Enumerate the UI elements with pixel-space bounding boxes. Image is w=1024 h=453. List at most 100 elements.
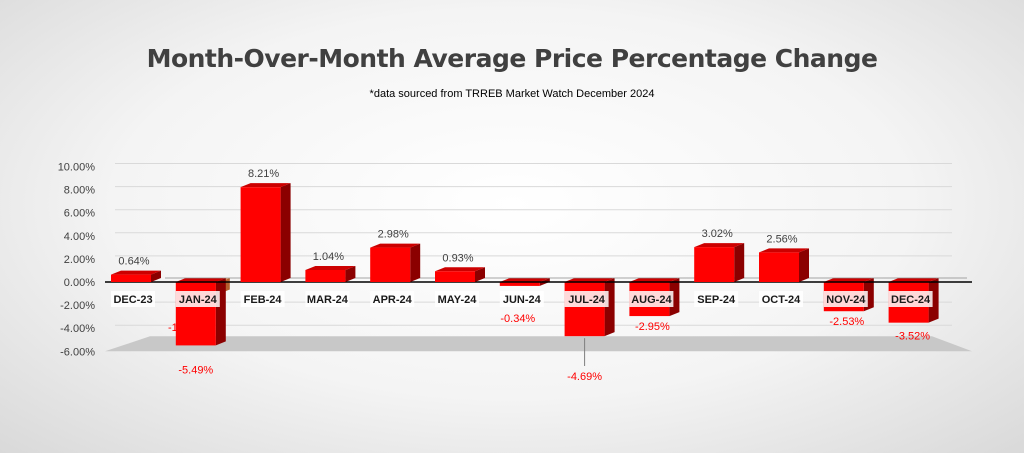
category-label: JUL-24 <box>568 294 606 306</box>
bar-side <box>151 270 161 282</box>
bars-above-axis <box>111 183 809 282</box>
category-label: DEC-23 <box>113 294 152 306</box>
chart-title: Month-Over-Month Average Price Percentag… <box>146 44 878 73</box>
data-label: -2.53% <box>829 316 864 328</box>
category-label-bg <box>823 291 868 307</box>
bar-top <box>759 248 809 253</box>
chart-subtitle: *data sourced from TRREB Market Watch De… <box>369 88 655 100</box>
category-label: APR-24 <box>373 294 413 306</box>
chart-floor <box>105 336 972 352</box>
data-label: 2.56% <box>766 233 797 245</box>
data-labels: 0.64% -5.49% 8.21% 1.04% 2.98% 0.93% -0.34% -4.… <box>118 168 930 383</box>
data-bar <box>564 278 615 337</box>
category-label: FEB-24 <box>244 294 283 306</box>
y-axis-tick-labels: 10.00% 8.00% 6.00% 4.00% 2.00% 0.00% -2.00% -4.… <box>58 162 96 359</box>
data-label: -0.34% <box>500 313 535 325</box>
bar-front <box>499 282 540 286</box>
data-bar <box>175 278 226 346</box>
bar-side <box>410 243 421 282</box>
category-label-bg <box>111 291 155 307</box>
bars-below-axis <box>175 278 939 346</box>
category-label: OCT-24 <box>762 294 801 306</box>
y-tick-label: 10.00% <box>58 162 96 174</box>
bar-top <box>499 278 550 282</box>
category-label-bg <box>694 291 739 307</box>
bar-side <box>345 265 356 282</box>
y-tick-label: -4.00% <box>60 323 95 335</box>
y-tick-label: 8.00% <box>64 185 95 197</box>
y-tick-label: -6.00% <box>60 346 95 358</box>
bar-front <box>435 271 475 282</box>
data-bar <box>759 248 809 282</box>
data-bar <box>240 183 291 282</box>
bar-front <box>370 247 411 282</box>
chart-floor-plane <box>105 336 972 352</box>
category-label-bg <box>305 291 350 307</box>
y-tick-label: 4.00% <box>64 231 95 243</box>
category-label-bg <box>499 291 544 307</box>
data-bar <box>111 270 161 282</box>
x-axis-category-labels: DEC-23 JAN-24 FEB-24 MAR-24 APR-24 MAY-24 JUN-… <box>111 291 933 307</box>
bar-top <box>888 278 939 282</box>
bar-side <box>734 243 745 282</box>
category-label-bg <box>435 291 479 307</box>
bar-side <box>280 183 291 282</box>
bar-front <box>564 282 605 337</box>
bar-top <box>370 243 421 248</box>
category-label: NOV-24 <box>826 294 866 306</box>
bar-top <box>629 278 680 282</box>
bar-side <box>799 248 809 282</box>
data-label: 2.98% <box>378 229 409 241</box>
data-label: -5.49% <box>178 364 213 376</box>
data-label: -2.95% <box>635 321 670 333</box>
category-label: MAR-24 <box>307 294 349 306</box>
y-tick-label: 2.00% <box>64 254 95 266</box>
data-label: -3.52% <box>895 331 930 343</box>
category-label-bg <box>564 291 609 307</box>
category-label-bg <box>888 291 933 307</box>
bar-side <box>928 278 939 323</box>
bar-front <box>305 269 346 282</box>
category-label: JAN-24 <box>179 294 218 306</box>
bar-top <box>435 267 485 272</box>
category-label: DEC-24 <box>891 294 931 306</box>
data-label: 1.04% <box>313 251 344 263</box>
bar-side <box>475 267 485 282</box>
category-label: MAY-24 <box>438 294 478 306</box>
bar-front <box>759 252 799 282</box>
bar-top <box>175 278 226 282</box>
data-label: 8.21% <box>248 168 279 180</box>
data-bar <box>370 243 421 282</box>
data-label: 3.02% <box>702 228 733 240</box>
category-label-bg <box>629 291 674 307</box>
data-bar <box>694 243 745 282</box>
data-label: 0.93% <box>442 252 473 264</box>
category-label: SEP-24 <box>697 294 736 306</box>
bar-top <box>240 183 291 188</box>
bar-side <box>215 278 226 346</box>
bar-top <box>694 243 745 248</box>
data-label: -4.69% <box>567 371 602 383</box>
bar-top <box>564 278 615 282</box>
data-bar <box>305 265 356 282</box>
data-bar <box>435 267 485 282</box>
category-label-bg <box>240 291 285 307</box>
bar-front <box>694 247 735 282</box>
bar-top <box>305 265 356 270</box>
category-label: AUG-24 <box>631 294 672 306</box>
bar-top <box>111 270 161 275</box>
bar-side <box>604 278 615 337</box>
category-label-bg <box>759 291 803 307</box>
data-label: 0.64% <box>118 256 149 268</box>
bar-front <box>240 187 281 282</box>
category-label-bg <box>175 291 220 307</box>
category-label-bg <box>370 291 415 307</box>
category-label: JUN-24 <box>503 294 542 306</box>
y-tick-label: 6.00% <box>64 208 95 220</box>
annotation-label: -1% <box>168 322 188 334</box>
bar-front <box>111 274 151 282</box>
bar-top <box>823 278 874 282</box>
y-tick-label: -2.00% <box>60 300 95 312</box>
y-tick-label: 0.00% <box>64 277 95 289</box>
